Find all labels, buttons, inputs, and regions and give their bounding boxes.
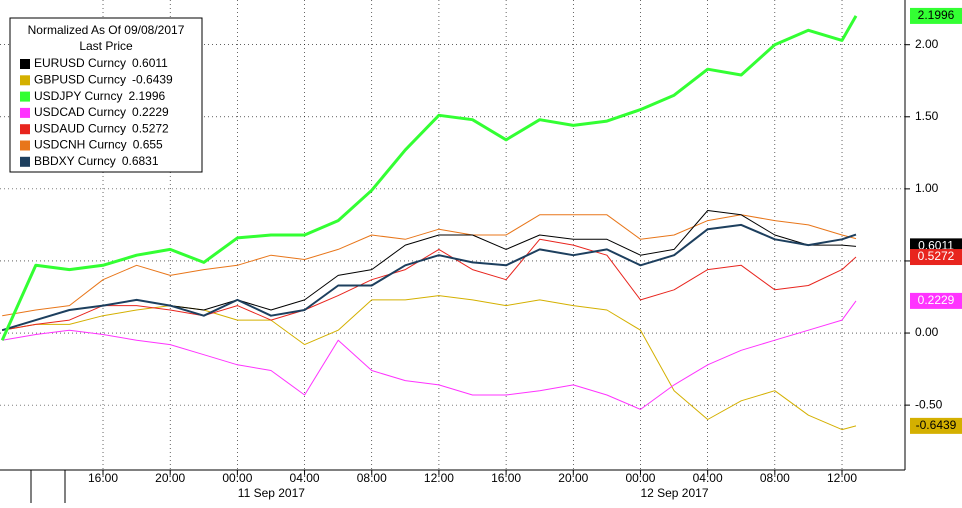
x-date-label: 12 Sep 2017 — [640, 486, 708, 500]
y-tick-label: 1.00 — [915, 181, 939, 195]
x-tick-label: 08:00 — [357, 471, 387, 485]
x-tick-label: 08:00 — [760, 471, 790, 485]
x-tick-label: 00:00 — [625, 471, 655, 485]
legend-value: 2.1996 — [128, 89, 165, 103]
legend-box — [9, 17, 203, 173]
series-line — [2, 300, 857, 410]
series-line — [1, 223, 857, 332]
y-tick-label: 0.00 — [915, 325, 939, 339]
legend-value: 0.5272 — [132, 121, 169, 135]
legend-label: BBDXY Curncy — [34, 154, 116, 168]
legend-swatch — [20, 140, 30, 151]
series-line — [2, 238, 857, 331]
x-tick-label: 12:00 — [424, 471, 454, 485]
legend-title: Normalized As Of 09/08/2017 — [28, 23, 185, 37]
legend-value: 0.655 — [133, 138, 163, 152]
legend-label: USDCAD Curncy — [34, 105, 126, 119]
legend-label: EURUSD Curncy — [34, 56, 126, 70]
legend-label: GBPUSD Curncy — [34, 72, 126, 86]
legend-swatch — [20, 59, 30, 69]
legend: Normalized As Of 09/08/2017 Last Price EUR… — [9, 17, 203, 173]
series-line — [0, 15, 858, 341]
last-value-label: 0.5272 — [918, 249, 955, 263]
legend-value: 0.2229 — [132, 105, 169, 119]
x-tick-label: 00:00 — [222, 471, 252, 485]
legend-title: Last Price — [79, 39, 133, 53]
y-tick-label: 1.50 — [915, 109, 939, 123]
x-tick-label: 20:00 — [155, 471, 185, 485]
x-tick-label: 04:00 — [290, 471, 320, 485]
legend-value: -0.6439 — [132, 72, 173, 86]
legend-label: USDCNH Curncy — [34, 138, 127, 152]
legend-swatch — [20, 91, 30, 102]
y-tick-label: -0.50 — [915, 397, 943, 411]
legend-label: USDJPY Curncy — [34, 89, 122, 103]
last-value-label: 0.2229 — [918, 293, 955, 307]
last-value-tag — [910, 249, 962, 266]
y-tick-label: 2.00 — [915, 37, 939, 51]
legend-swatch — [20, 107, 30, 118]
legend-swatch — [20, 75, 30, 86]
legend-swatch — [20, 156, 30, 167]
x-tick-label: 04:00 — [693, 471, 723, 485]
series-line — [2, 214, 857, 317]
last-value-label: -0.6439 — [916, 418, 957, 432]
last-value-tag — [910, 7, 962, 24]
x-tick-label: 16:00 — [88, 471, 118, 485]
last-value-label: 2.1996 — [918, 8, 955, 22]
legend-value: 0.6011 — [132, 56, 168, 70]
x-date-label: 11 Sep 2017 — [238, 486, 305, 500]
series-line — [2, 295, 857, 431]
legend-label: USDAUD Curncy — [34, 121, 126, 135]
x-tick-label: 20:00 — [558, 471, 588, 485]
x-tick-label: 12:00 — [827, 471, 857, 485]
last-value-tag — [910, 292, 962, 309]
last-value-tag — [910, 417, 962, 434]
x-tick-label: 16:00 — [491, 471, 521, 485]
legend-value: 0.6831 — [122, 154, 159, 168]
legend-swatch — [20, 124, 30, 135]
